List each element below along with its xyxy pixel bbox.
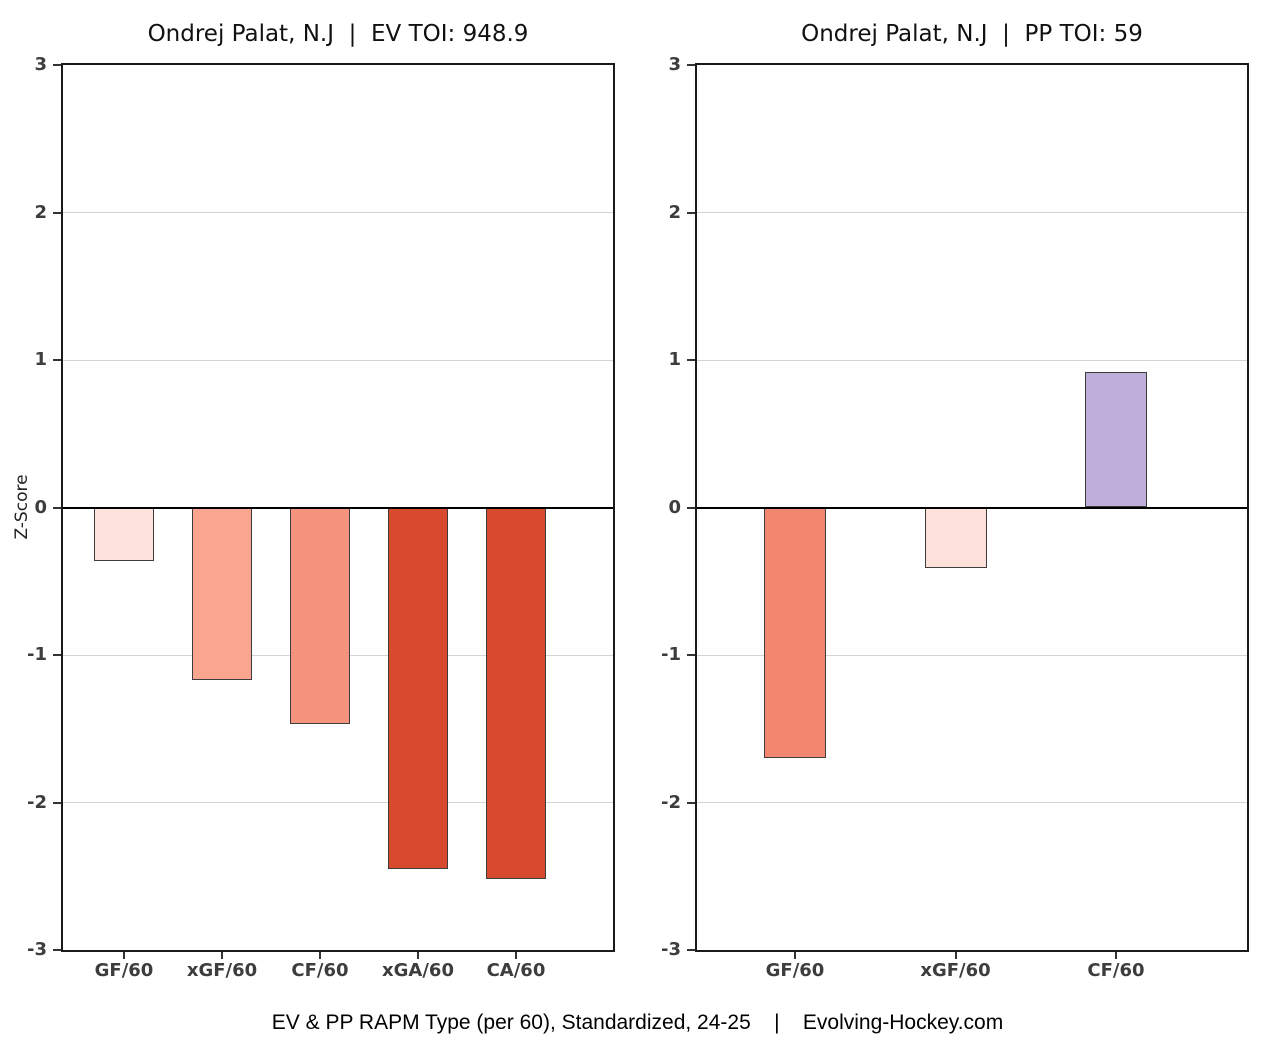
bar-PP-CF/60 xyxy=(1084,371,1147,508)
y-axis-tick xyxy=(687,359,695,361)
bar-EV-xGA/60 xyxy=(388,507,449,869)
x-axis-tick xyxy=(122,952,125,959)
bar-EV-CA/60 xyxy=(485,507,546,880)
gridline-y2 xyxy=(63,212,613,213)
pp-chart-title: Ondrej Palat, N.J | PP TOI: 59 xyxy=(801,21,1143,47)
y-tick-label: 0 xyxy=(668,496,681,518)
x-tick-label-xGF/60: xGF/60 xyxy=(186,960,258,981)
bar-PP-xGF/60 xyxy=(924,507,987,568)
y-axis-tick xyxy=(53,211,61,214)
y-tick-label: -1 xyxy=(661,644,681,665)
y-tick-label: 2 xyxy=(668,201,681,223)
x-tick-label-xGA/60: xGA/60 xyxy=(382,960,454,981)
y-tick-label: -3 xyxy=(27,939,47,960)
x-tick-label-xGF/60: xGF/60 xyxy=(920,960,991,981)
x-tick-label-CF/60: CF/60 xyxy=(1087,960,1145,981)
y-axis-tick xyxy=(687,949,695,951)
gridline-y-1 xyxy=(697,654,1247,656)
gridline-y1 xyxy=(63,359,613,361)
bar-EV-xGF/60 xyxy=(192,507,252,681)
x-axis-tick xyxy=(1114,952,1117,959)
bar-EV-GF/60 xyxy=(93,507,154,561)
y-axis-tick xyxy=(687,801,695,804)
x-axis-tick xyxy=(319,952,321,959)
x-axis-tick xyxy=(794,952,796,959)
ev-plot-area xyxy=(61,63,615,952)
y-tick-label: -3 xyxy=(661,939,681,960)
zero-line xyxy=(697,506,1247,509)
y-axis-tick xyxy=(687,64,695,66)
gridline-y-2 xyxy=(63,802,613,803)
x-axis-tick xyxy=(954,952,957,959)
x-axis-tick xyxy=(514,952,517,959)
zero-line xyxy=(63,506,613,509)
y-axis-tick xyxy=(53,506,61,509)
y-tick-label: 1 xyxy=(34,349,47,370)
y-axis-tick xyxy=(687,211,695,214)
gridline-y1 xyxy=(697,359,1247,361)
x-tick-label-CA/60: CA/60 xyxy=(486,960,546,981)
bar-PP-GF/60 xyxy=(764,507,826,759)
x-axis-tick xyxy=(417,952,420,959)
y-axis-tick xyxy=(53,654,61,656)
y-axis-tick xyxy=(53,801,61,804)
y-tick-label: 0 xyxy=(34,496,47,518)
y-tick-label: 1 xyxy=(668,349,681,370)
y-tick-label: 3 xyxy=(668,54,681,75)
y-tick-label: -2 xyxy=(27,791,47,813)
ev-chart-title: Ondrej Palat, N.J | EV TOI: 948.9 xyxy=(147,21,529,47)
y-tick-label: -1 xyxy=(27,644,47,665)
gridline-y-2 xyxy=(697,802,1247,803)
y-axis-tick xyxy=(53,359,61,361)
y-axis-tick xyxy=(53,64,61,66)
y-axis-tick xyxy=(687,506,695,509)
bar-EV-CF/60 xyxy=(290,507,350,725)
x-tick-label-GF/60: GF/60 xyxy=(765,960,825,981)
chart-caption: EV & PP RAPM Type (per 60), Standardized… xyxy=(271,1011,1004,1034)
y-axis-tick xyxy=(687,654,695,656)
y-axis-tick xyxy=(53,949,61,951)
pp-plot-area xyxy=(695,63,1249,952)
y-tick-label: -2 xyxy=(661,791,681,813)
x-axis-tick xyxy=(221,952,223,959)
x-tick-label-GF/60: GF/60 xyxy=(94,960,154,981)
y-tick-label: 3 xyxy=(34,54,47,75)
y-tick-label: 2 xyxy=(34,201,47,223)
x-tick-label-CF/60: CF/60 xyxy=(291,960,349,981)
gridline-y2 xyxy=(697,212,1247,213)
